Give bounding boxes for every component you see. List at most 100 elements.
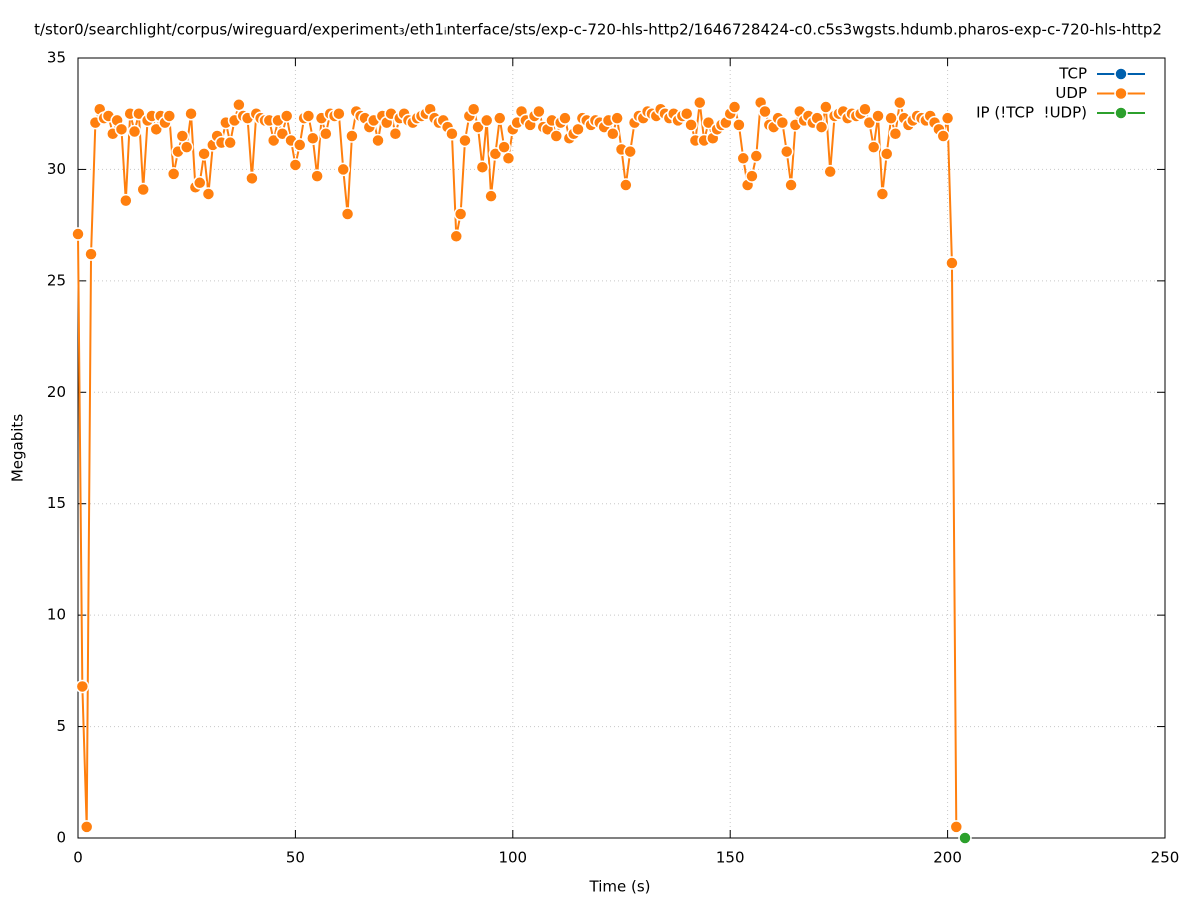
data-point — [306, 131, 320, 145]
data-point — [388, 127, 403, 141]
data-point — [727, 100, 742, 114]
data-point — [936, 129, 951, 143]
legend-label: TCP — [1058, 65, 1087, 83]
series-line — [77, 98, 958, 827]
y-tick-label: 30 — [47, 160, 66, 178]
data-point — [893, 95, 907, 110]
data-point — [162, 109, 177, 123]
data-point — [184, 106, 198, 121]
data-point — [288, 158, 303, 172]
x-tick-label: 150 — [716, 849, 745, 867]
data-point — [701, 115, 716, 130]
data-point — [175, 129, 190, 143]
data-point — [458, 133, 472, 148]
data-point — [471, 120, 485, 134]
data-point — [858, 102, 872, 117]
data-point — [119, 193, 133, 208]
data-point — [192, 176, 207, 190]
data-point — [819, 100, 833, 114]
data-point — [493, 111, 507, 125]
y-tick-label: 0 — [56, 829, 66, 847]
legend-marker — [1114, 86, 1128, 101]
data-point — [149, 122, 164, 137]
legend-marker — [1114, 106, 1128, 120]
data-point — [266, 133, 281, 148]
data-point — [549, 129, 564, 143]
data-point — [949, 820, 964, 834]
data-point — [136, 182, 150, 197]
x-tick-label: 100 — [498, 849, 527, 867]
data-point — [310, 169, 324, 183]
data-point — [79, 820, 94, 834]
data-point — [75, 679, 90, 694]
data-point — [693, 95, 707, 110]
data-point — [275, 127, 290, 141]
data-point — [501, 151, 516, 166]
data-point — [301, 109, 316, 123]
x-axis-label: Time (s) — [589, 878, 651, 896]
data-point — [945, 256, 959, 270]
x-tick-label: 50 — [286, 849, 305, 867]
data-point — [784, 178, 798, 192]
data-point — [745, 169, 759, 183]
data-point — [871, 109, 885, 123]
legend-label: UDP — [1055, 84, 1087, 102]
data-point — [84, 247, 98, 261]
data-point — [292, 138, 307, 152]
data-point — [114, 122, 129, 137]
y-tick-label: 25 — [47, 271, 66, 289]
data-point — [558, 111, 572, 125]
data-point — [488, 147, 503, 161]
data-point — [466, 102, 481, 117]
plot-frame — [77, 57, 1166, 839]
data-point — [606, 127, 620, 141]
data-point — [884, 111, 898, 125]
data-point — [197, 147, 211, 161]
data-point — [484, 189, 498, 203]
y-tick-label: 20 — [47, 383, 66, 401]
data-point — [610, 111, 624, 125]
data-point — [940, 111, 955, 125]
x-tick-label: 250 — [1151, 849, 1180, 867]
data-point — [127, 124, 142, 139]
data-point — [779, 144, 794, 159]
data-point — [623, 144, 637, 159]
data-point — [449, 229, 464, 244]
data-point — [453, 207, 468, 221]
data-point — [497, 140, 511, 154]
y-tick-label: 15 — [47, 494, 66, 512]
data-point — [879, 147, 894, 161]
data-point — [166, 167, 181, 181]
data-point — [475, 160, 490, 174]
data-point — [319, 127, 333, 141]
data-point — [736, 151, 750, 166]
data-point — [888, 127, 903, 141]
data-point — [875, 187, 890, 201]
data-point — [814, 120, 829, 134]
y-tick-label: 5 — [56, 717, 66, 735]
data-point — [371, 133, 385, 148]
data-point — [862, 115, 877, 130]
data-point — [245, 171, 259, 186]
data-point — [332, 106, 346, 121]
data-point — [345, 129, 359, 143]
data-point — [340, 207, 355, 221]
data-point — [775, 115, 790, 130]
y-tick-label: 10 — [47, 606, 66, 624]
x-tick-label: 0 — [73, 849, 83, 867]
data-point — [479, 113, 494, 128]
data-point — [201, 187, 216, 201]
data-point — [684, 118, 698, 132]
data-point — [532, 104, 546, 119]
chart-title: t/stor0/searchlight/corpus/wireguard/exp… — [34, 21, 1162, 39]
data-point — [823, 164, 837, 179]
data-point — [732, 118, 746, 132]
data-point — [758, 104, 772, 119]
data-point — [866, 140, 881, 154]
data-point — [71, 227, 85, 241]
data-point — [679, 106, 694, 121]
y-axis-label: Megabits — [9, 414, 27, 482]
legend-label: IP (!TCP !UDP) — [976, 104, 1087, 122]
y-tick-label: 35 — [47, 49, 66, 67]
